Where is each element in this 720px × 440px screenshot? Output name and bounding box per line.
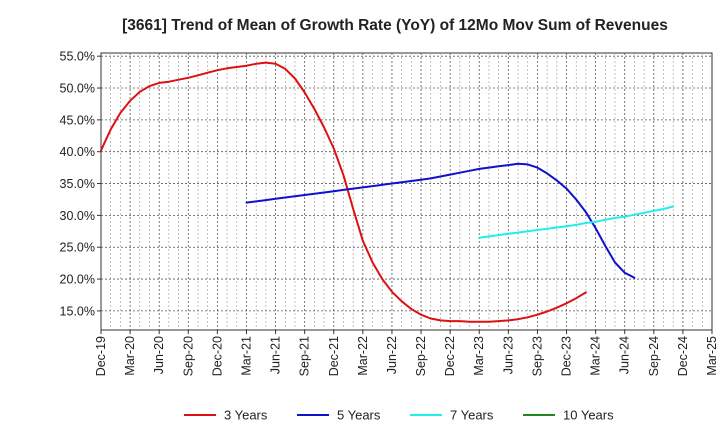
series-group xyxy=(100,61,675,323)
x-tick-label: Mar-25 xyxy=(705,336,719,376)
y-tick-label: 45.0% xyxy=(60,113,95,127)
x-tick-label: Dec-19 xyxy=(94,336,108,376)
legend-label-3-years: 3 Years xyxy=(224,408,268,423)
x-tick-label: Sep-23 xyxy=(530,336,544,376)
series-line-3-years xyxy=(100,61,587,323)
x-tick-label: Mar-23 xyxy=(472,336,486,376)
grid xyxy=(101,53,712,330)
series-line-5-years xyxy=(245,162,636,279)
x-tick-label: Sep-21 xyxy=(298,336,312,376)
x-tick-label: Mar-22 xyxy=(356,336,370,376)
x-tick-label: Dec-24 xyxy=(676,336,690,376)
y-tick-label: 55.0% xyxy=(60,50,95,64)
x-tick-label: Mar-20 xyxy=(123,336,137,376)
y-tick-label: 50.0% xyxy=(60,82,95,96)
x-tick-label: Dec-20 xyxy=(210,336,224,376)
x-tick-label: Mar-21 xyxy=(239,336,253,376)
x-tick-label: Jun-21 xyxy=(269,336,283,374)
x-tick-label: Dec-22 xyxy=(443,336,457,376)
x-tick-label: Jun-24 xyxy=(618,336,632,374)
x-tick-label: Jun-22 xyxy=(385,336,399,374)
x-axis: Dec-19 Mar-20 Jun-20 Sep-20 Dec-20 Mar-21 Jun-… xyxy=(94,330,719,376)
plot-area xyxy=(100,52,713,331)
x-tick-label: Sep-20 xyxy=(181,336,195,376)
legend-label-7-years: 7 Years xyxy=(450,408,494,423)
legend-label-5-years: 5 Years xyxy=(337,408,381,423)
y-tick-label: 15.0% xyxy=(60,304,95,318)
y-axis: 15.0% 20.0% 25.0% 30.0% 35.0% 40.0% 45.0% 50.0%… xyxy=(60,50,101,318)
y-tick-label: 20.0% xyxy=(60,273,95,287)
x-tick-label: Sep-22 xyxy=(414,336,428,376)
x-tick-label: Jun-23 xyxy=(501,336,515,374)
y-tick-label: 40.0% xyxy=(60,145,95,159)
y-tick-label: 25.0% xyxy=(60,241,95,255)
chart-title: [3661] Trend of Mean of Growth Rate (YoY… xyxy=(122,17,668,34)
y-tick-label: 35.0% xyxy=(60,177,95,191)
x-tick-label: Jun-20 xyxy=(152,336,166,374)
x-tick-label: Dec-21 xyxy=(327,336,341,376)
x-tick-label: Dec-23 xyxy=(560,336,574,376)
x-tick-label: Mar-24 xyxy=(589,336,603,376)
legend: 3 Years 5 Years 7 Years 10 Years xyxy=(184,408,614,423)
x-tick-label: Sep-24 xyxy=(647,336,661,376)
series-line-7-years xyxy=(478,205,675,239)
legend-label-10-years: 10 Years xyxy=(563,408,614,423)
y-tick-label: 30.0% xyxy=(60,209,95,223)
